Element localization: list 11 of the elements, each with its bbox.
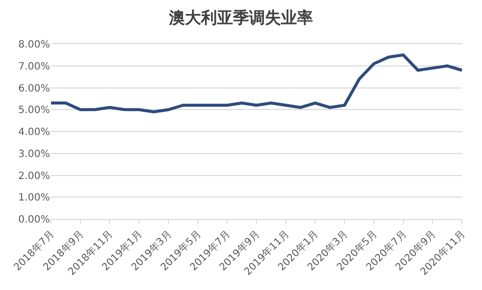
y-tick-label: 6.00% [18, 83, 50, 94]
y-tick-label: 4.00% [18, 127, 50, 138]
y-tick-label: 7.00% [18, 61, 50, 72]
y-tick-label: 8.00% [18, 40, 50, 50]
chart-title: 澳大利亚季调失业率 [168, 8, 313, 27]
y-tick-label: 3.00% [18, 148, 50, 160]
y-tick-label: 2.00% [18, 170, 50, 182]
y-tick-label: 1.00% [18, 192, 50, 204]
y-tick-label: 0.00% [18, 214, 50, 226]
line-series [51, 53, 462, 114]
y-tick-label: 5.00% [18, 105, 50, 116]
